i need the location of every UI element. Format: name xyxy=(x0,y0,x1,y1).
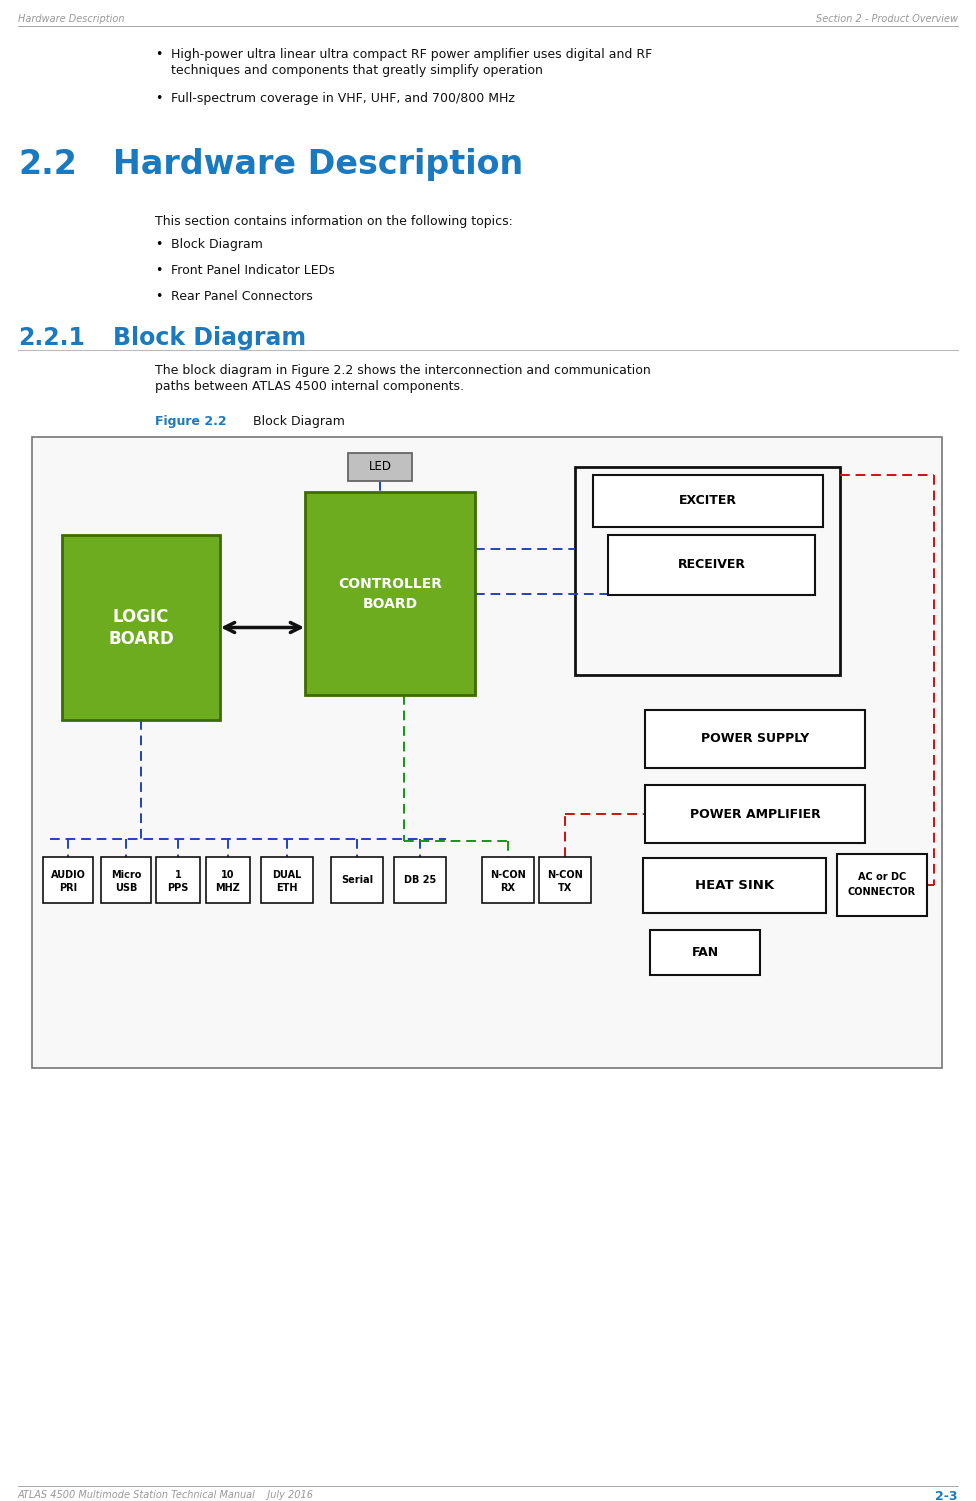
Bar xyxy=(482,857,534,904)
Text: Hardware Description: Hardware Description xyxy=(18,14,125,24)
Text: 10: 10 xyxy=(222,871,235,880)
Text: •: • xyxy=(155,290,162,303)
Text: CONNECTOR: CONNECTOR xyxy=(848,887,916,898)
Bar xyxy=(539,857,591,904)
Text: This section contains information on the following topics:: This section contains information on the… xyxy=(155,215,512,228)
Text: Block Diagram: Block Diagram xyxy=(80,326,306,350)
Text: POWER AMPLIFIER: POWER AMPLIFIER xyxy=(690,808,821,821)
Text: The block diagram in Figure 2.2 shows the interconnection and communication: The block diagram in Figure 2.2 shows th… xyxy=(155,365,651,377)
Bar xyxy=(593,474,823,527)
Bar xyxy=(837,854,927,916)
Text: Block Diagram: Block Diagram xyxy=(233,414,345,428)
Text: Block Diagram: Block Diagram xyxy=(171,239,263,251)
Bar xyxy=(331,857,383,904)
Text: N-CON: N-CON xyxy=(548,871,583,880)
Text: •: • xyxy=(155,92,162,105)
Text: TX: TX xyxy=(558,883,572,893)
Text: HEAT SINK: HEAT SINK xyxy=(695,880,774,892)
Text: USB: USB xyxy=(115,883,138,893)
Bar xyxy=(206,857,250,904)
Text: ETH: ETH xyxy=(276,883,298,893)
Bar xyxy=(156,857,200,904)
Text: DB 25: DB 25 xyxy=(404,875,436,886)
Text: LOGIC: LOGIC xyxy=(113,608,169,626)
Text: 2.2: 2.2 xyxy=(18,149,77,182)
Text: paths between ATLAS 4500 internal components.: paths between ATLAS 4500 internal compon… xyxy=(155,380,464,393)
Bar xyxy=(608,534,815,594)
Text: PPS: PPS xyxy=(167,883,188,893)
Text: Section 2 - Product Overview: Section 2 - Product Overview xyxy=(816,14,958,24)
Text: BOARD: BOARD xyxy=(362,596,418,611)
Text: AUDIO: AUDIO xyxy=(51,871,86,880)
Text: ATLAS 4500 Multimode Station Technical Manual    July 2016: ATLAS 4500 Multimode Station Technical M… xyxy=(18,1490,314,1499)
Text: BOARD: BOARD xyxy=(108,630,174,648)
Text: FAN: FAN xyxy=(691,946,718,959)
Text: MHZ: MHZ xyxy=(216,883,240,893)
Text: N-CON: N-CON xyxy=(490,871,526,880)
Text: EXCITER: EXCITER xyxy=(679,494,737,507)
Text: 1: 1 xyxy=(175,871,182,880)
Text: High-power ultra linear ultra compact RF power amplifier uses digital and RF: High-power ultra linear ultra compact RF… xyxy=(171,48,652,62)
Text: Front Panel Indicator LEDs: Front Panel Indicator LEDs xyxy=(171,264,335,278)
Text: LED: LED xyxy=(369,461,391,473)
Bar xyxy=(261,857,313,904)
Bar xyxy=(394,857,446,904)
Text: PRI: PRI xyxy=(59,883,77,893)
Bar xyxy=(43,857,93,904)
Text: 2-3: 2-3 xyxy=(936,1490,958,1501)
Bar xyxy=(645,710,865,769)
Text: Rear Panel Connectors: Rear Panel Connectors xyxy=(171,290,312,303)
Bar xyxy=(575,467,840,675)
Text: Hardware Description: Hardware Description xyxy=(78,149,523,182)
Bar xyxy=(305,492,475,695)
Bar xyxy=(645,785,865,844)
Text: POWER SUPPLY: POWER SUPPLY xyxy=(701,732,809,746)
Text: CONTROLLER: CONTROLLER xyxy=(338,576,442,590)
Text: RX: RX xyxy=(501,883,515,893)
Text: •: • xyxy=(155,48,162,62)
Text: •: • xyxy=(155,239,162,251)
Text: AC or DC: AC or DC xyxy=(858,872,906,883)
Bar xyxy=(101,857,151,904)
Bar xyxy=(62,534,220,720)
Bar xyxy=(650,931,760,976)
Bar xyxy=(643,859,826,913)
Text: DUAL: DUAL xyxy=(272,871,302,880)
Bar xyxy=(348,453,412,480)
Text: Figure 2.2: Figure 2.2 xyxy=(155,414,226,428)
Text: 2.2.1: 2.2.1 xyxy=(18,326,85,350)
Text: Full-spectrum coverage in VHF, UHF, and 700/800 MHz: Full-spectrum coverage in VHF, UHF, and … xyxy=(171,92,515,105)
Bar xyxy=(32,437,942,1069)
Text: RECEIVER: RECEIVER xyxy=(677,558,746,572)
Text: Micro: Micro xyxy=(111,871,142,880)
Text: •: • xyxy=(155,264,162,278)
Text: Serial: Serial xyxy=(341,875,373,886)
Text: techniques and components that greatly simplify operation: techniques and components that greatly s… xyxy=(171,65,543,77)
